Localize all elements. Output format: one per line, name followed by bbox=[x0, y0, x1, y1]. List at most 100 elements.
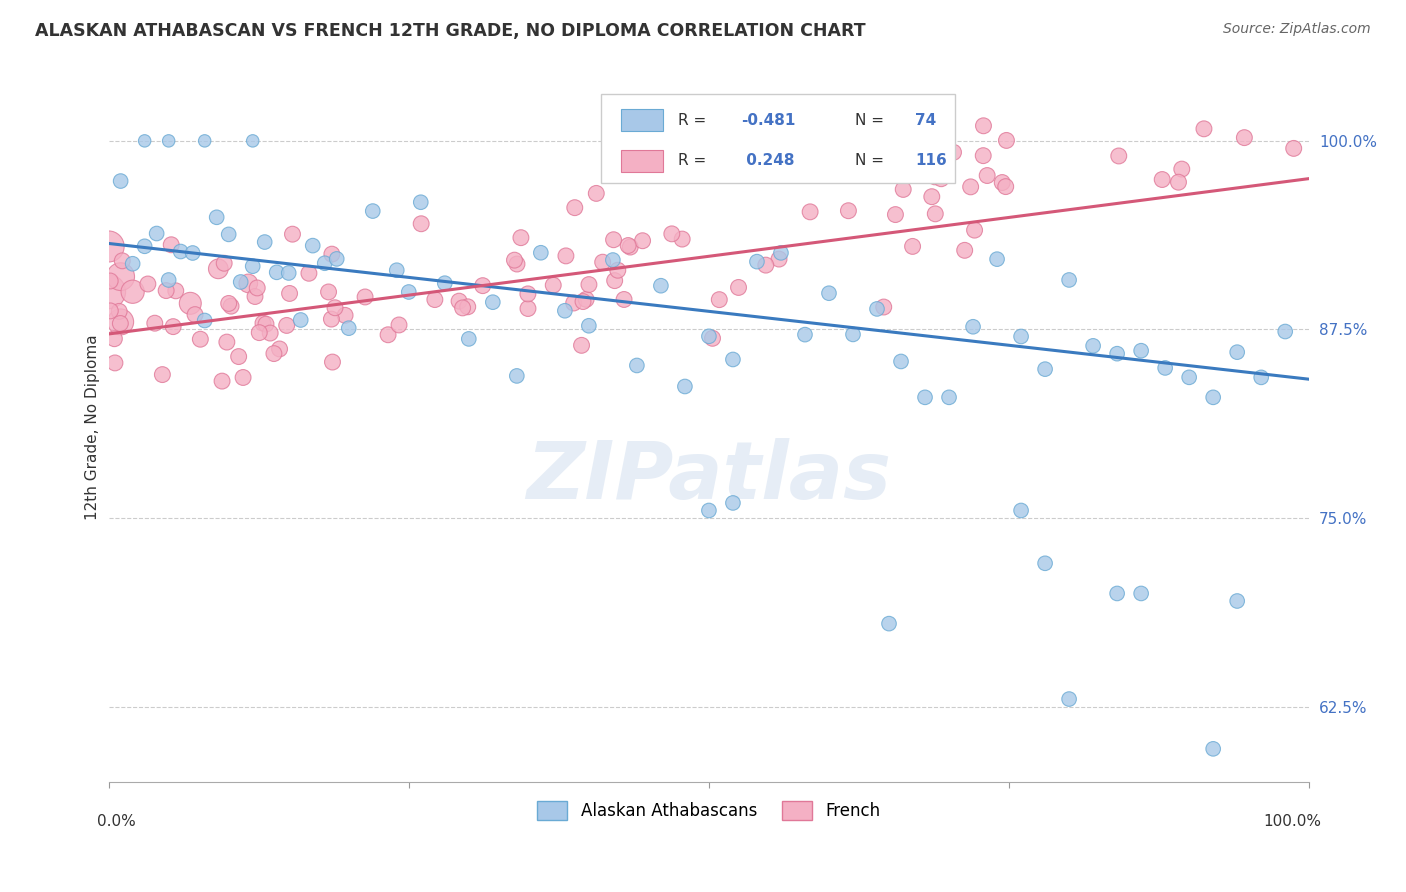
Point bbox=[457, 300, 479, 314]
Text: 116: 116 bbox=[915, 153, 948, 169]
Point bbox=[1250, 370, 1272, 384]
Point bbox=[929, 171, 952, 186]
Point bbox=[121, 285, 143, 299]
Point bbox=[134, 134, 156, 148]
Point bbox=[290, 313, 312, 327]
Point bbox=[314, 256, 336, 270]
Point bbox=[702, 331, 724, 345]
Point bbox=[207, 261, 229, 276]
Point bbox=[150, 368, 173, 382]
Point bbox=[755, 258, 778, 272]
Point bbox=[1226, 594, 1249, 608]
Point bbox=[578, 318, 600, 333]
Point bbox=[1167, 175, 1189, 189]
Point bbox=[953, 244, 976, 258]
Point bbox=[110, 174, 132, 188]
Text: 0.248: 0.248 bbox=[741, 153, 794, 169]
FancyBboxPatch shape bbox=[621, 109, 664, 131]
Point bbox=[564, 201, 586, 215]
Point bbox=[232, 370, 254, 384]
Point bbox=[179, 296, 201, 310]
Point bbox=[337, 321, 360, 335]
Point bbox=[890, 354, 912, 368]
Point bbox=[228, 350, 250, 364]
Point bbox=[924, 169, 946, 184]
Point bbox=[697, 329, 720, 343]
Point bbox=[155, 284, 177, 298]
Point bbox=[578, 277, 600, 292]
Point bbox=[991, 176, 1014, 190]
Point bbox=[1057, 692, 1080, 706]
Point bbox=[145, 227, 167, 241]
Point bbox=[97, 239, 120, 253]
Point bbox=[281, 227, 304, 242]
Point bbox=[451, 301, 474, 315]
Point bbox=[506, 368, 529, 383]
Point bbox=[721, 496, 744, 510]
Point bbox=[602, 233, 624, 247]
Text: R =: R = bbox=[678, 112, 711, 128]
Point bbox=[277, 266, 299, 280]
Point bbox=[1033, 362, 1056, 376]
Point bbox=[247, 326, 270, 340]
Point bbox=[603, 274, 626, 288]
Point bbox=[301, 238, 323, 252]
Point bbox=[218, 296, 240, 310]
Point bbox=[266, 265, 288, 279]
Point bbox=[108, 304, 131, 318]
Point bbox=[1107, 586, 1129, 600]
Point bbox=[503, 253, 526, 268]
Point bbox=[1057, 273, 1080, 287]
Point bbox=[361, 204, 384, 219]
Point bbox=[104, 356, 127, 370]
Point bbox=[181, 246, 204, 260]
Text: ALASKAN ATHABASCAN VS FRENCH 12TH GRADE, NO DIPLOMA CORRELATION CHART: ALASKAN ATHABASCAN VS FRENCH 12TH GRADE,… bbox=[35, 22, 866, 40]
Text: 0.0%: 0.0% bbox=[97, 814, 135, 829]
Point bbox=[924, 207, 946, 221]
Point bbox=[169, 244, 191, 259]
Point bbox=[575, 293, 598, 307]
Point bbox=[873, 300, 896, 314]
Point bbox=[110, 269, 132, 284]
Point bbox=[321, 247, 343, 261]
Point bbox=[769, 245, 792, 260]
Point bbox=[509, 230, 531, 244]
Point bbox=[1154, 360, 1177, 375]
Point bbox=[238, 277, 260, 291]
Point bbox=[184, 308, 207, 322]
Point bbox=[921, 190, 943, 204]
Point bbox=[995, 133, 1018, 147]
Point bbox=[794, 327, 817, 342]
Point bbox=[1233, 130, 1256, 145]
Point bbox=[517, 301, 540, 316]
Point bbox=[136, 277, 159, 291]
Point bbox=[962, 319, 984, 334]
Point bbox=[912, 154, 935, 169]
Point bbox=[157, 273, 180, 287]
Point bbox=[914, 390, 936, 404]
Point bbox=[482, 295, 505, 310]
Text: R =: R = bbox=[678, 153, 711, 169]
Point bbox=[1108, 149, 1130, 163]
Point bbox=[506, 257, 529, 271]
Point bbox=[554, 303, 576, 318]
Point bbox=[323, 301, 346, 315]
Point bbox=[1226, 345, 1249, 359]
Point bbox=[972, 119, 994, 133]
Point bbox=[278, 286, 301, 301]
Point bbox=[252, 316, 274, 330]
Point bbox=[385, 263, 408, 277]
Point bbox=[398, 285, 420, 299]
Point bbox=[162, 319, 184, 334]
Point bbox=[994, 179, 1017, 194]
Point bbox=[768, 252, 790, 266]
Point bbox=[619, 240, 641, 254]
Point bbox=[1171, 162, 1194, 177]
Point bbox=[160, 237, 183, 252]
Point bbox=[1202, 742, 1225, 756]
Point bbox=[671, 232, 693, 246]
Point bbox=[259, 326, 281, 340]
Point bbox=[211, 374, 233, 388]
FancyBboxPatch shape bbox=[600, 95, 955, 183]
Point bbox=[298, 266, 321, 280]
